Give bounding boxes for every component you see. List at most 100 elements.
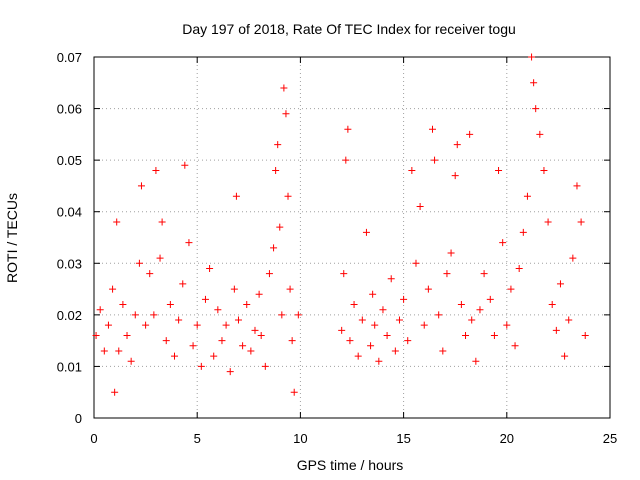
data-point-0-92 <box>453 141 461 149</box>
data-point-0-68 <box>362 228 370 236</box>
data-point-0-108 <box>519 228 527 236</box>
data-point-0-1 <box>96 306 104 314</box>
data-point-0-113 <box>536 130 544 138</box>
data-point-0-76 <box>391 347 399 355</box>
data-point-0-65 <box>350 301 358 309</box>
data-point-0-40 <box>239 342 247 350</box>
data-point-0-55 <box>284 192 292 200</box>
data-point-0-10 <box>127 357 135 365</box>
data-point-0-77 <box>395 316 403 324</box>
data-point-0-5 <box>111 388 119 396</box>
x-tick-label-2: 10 <box>293 431 307 446</box>
data-point-0-29 <box>197 362 205 370</box>
data-point-0-41 <box>243 301 251 309</box>
x-axis-ticks: 0 5 10 15 20 25 <box>90 57 617 446</box>
data-point-0-47 <box>265 270 273 278</box>
data-point-0-15 <box>146 270 154 278</box>
data-point-0-18 <box>156 254 164 262</box>
data-point-0-3 <box>104 321 112 329</box>
data-point-0-4 <box>109 285 117 293</box>
data-point-0-59 <box>294 311 302 319</box>
data-point-0-74 <box>383 331 391 339</box>
data-point-0-118 <box>556 280 564 288</box>
data-point-0-89 <box>443 270 451 278</box>
data-point-0-110 <box>528 53 536 61</box>
data-point-0-117 <box>552 326 560 334</box>
data-point-0-35 <box>222 321 230 329</box>
data-point-0-33 <box>214 306 222 314</box>
grid-lines <box>94 57 610 418</box>
y-tick-label-7: 0.07 <box>57 50 82 65</box>
data-point-0-85 <box>428 125 436 133</box>
data-point-0-23 <box>175 316 183 324</box>
data-point-0-78 <box>400 295 408 303</box>
data-point-0-21 <box>166 301 174 309</box>
data-point-0-106 <box>511 342 519 350</box>
data-point-0-124 <box>581 331 589 339</box>
data-point-0-63 <box>344 125 352 133</box>
data-point-0-34 <box>218 337 226 345</box>
y-tick-label-0: 0 <box>75 411 82 426</box>
data-point-0-37 <box>230 285 238 293</box>
data-point-0-79 <box>404 337 412 345</box>
data-point-0-87 <box>435 311 443 319</box>
data-point-0-30 <box>201 295 209 303</box>
x-tick-label-0: 0 <box>90 431 97 446</box>
data-points <box>92 53 589 396</box>
data-point-0-114 <box>540 166 548 174</box>
y-tick-label-6: 0.06 <box>57 102 82 117</box>
data-point-0-93 <box>457 301 465 309</box>
data-point-0-49 <box>272 166 280 174</box>
data-point-0-60 <box>338 326 346 334</box>
data-point-0-43 <box>251 326 259 334</box>
data-point-0-53 <box>280 84 288 92</box>
data-point-0-57 <box>288 337 296 345</box>
data-point-0-19 <box>158 218 166 226</box>
data-point-0-11 <box>131 311 139 319</box>
data-point-0-102 <box>495 166 503 174</box>
data-point-0-58 <box>290 388 298 396</box>
data-point-0-24 <box>179 280 187 288</box>
data-point-0-107 <box>515 264 523 272</box>
data-point-0-88 <box>439 347 447 355</box>
data-point-0-14 <box>142 321 150 329</box>
data-point-0-67 <box>358 316 366 324</box>
x-tick-label-3: 15 <box>396 431 410 446</box>
data-point-0-101 <box>490 331 498 339</box>
data-point-0-90 <box>447 249 455 257</box>
data-point-0-0 <box>92 331 100 339</box>
data-point-0-109 <box>523 192 531 200</box>
data-point-0-72 <box>375 357 383 365</box>
data-point-0-119 <box>561 352 569 360</box>
data-point-0-64 <box>346 337 354 345</box>
data-point-0-7 <box>115 347 123 355</box>
data-point-0-51 <box>276 223 284 231</box>
data-point-0-52 <box>278 311 286 319</box>
data-point-0-42 <box>247 347 255 355</box>
data-point-0-112 <box>532 105 540 113</box>
data-point-0-71 <box>371 321 379 329</box>
data-point-0-61 <box>340 270 348 278</box>
data-point-0-99 <box>480 270 488 278</box>
data-point-0-27 <box>189 342 197 350</box>
data-point-0-28 <box>193 321 201 329</box>
data-point-0-9 <box>123 331 131 339</box>
data-point-0-73 <box>379 306 387 314</box>
data-point-0-115 <box>544 218 552 226</box>
data-point-0-38 <box>232 192 240 200</box>
data-point-0-120 <box>565 316 573 324</box>
chart-title: Day 197 of 2018, Rate Of TEC Index for r… <box>182 21 516 37</box>
data-point-0-96 <box>468 316 476 324</box>
data-point-0-36 <box>226 368 234 376</box>
y-tick-label-5: 0.05 <box>57 153 82 168</box>
data-point-0-84 <box>424 285 432 293</box>
y-tick-label-4: 0.04 <box>57 205 82 220</box>
data-point-0-31 <box>206 264 214 272</box>
data-point-0-17 <box>152 166 160 174</box>
data-point-0-2 <box>100 347 108 355</box>
y-axis-ticks: 0 0.01 0.02 0.03 0.04 0.05 0.06 0.07 <box>57 50 610 426</box>
y-axis-label: ROTI / TECUs <box>4 193 20 283</box>
data-point-0-94 <box>462 331 470 339</box>
